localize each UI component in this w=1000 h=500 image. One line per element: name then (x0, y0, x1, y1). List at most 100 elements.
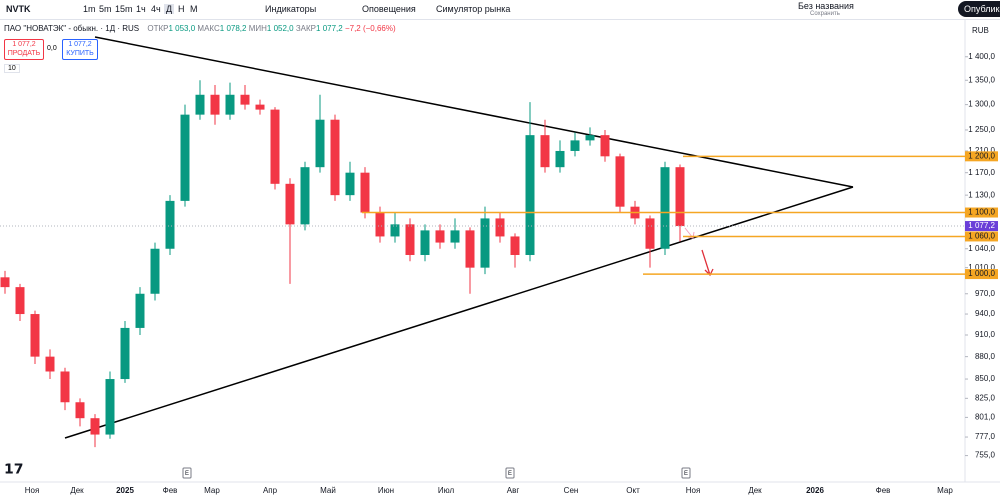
level-label: 1 060,0 (968, 232, 995, 241)
candle-body (285, 183, 295, 225)
sell-button[interactable]: 1 077,2 ПРОДАТЬ (4, 39, 44, 60)
legend-value: 1 052,0 (266, 24, 294, 33)
legend-value: 1 078,2 (219, 24, 247, 33)
y-tick-label: 1 130,0 (968, 190, 995, 199)
buy-button[interactable]: 1 077,2 КУПИТЬ (62, 39, 98, 60)
candle-body (255, 104, 265, 110)
chart: RUB 𝟭𝟳 1 400,0 1 350,0 1 300,0 1 250,0 1 210… (0, 20, 1000, 495)
alerts[interactable]: Оповещения (362, 4, 416, 14)
interval[interactable]: 4ч (151, 4, 161, 14)
event-label: E (684, 471, 688, 477)
event-label: E (508, 471, 512, 477)
candle-body (405, 224, 415, 255)
y-tick-label: 880,0 (975, 352, 996, 361)
legend-value: 1 077,2 (316, 24, 343, 33)
legend-value: 1 053,0 (168, 24, 196, 33)
last-price-tag (965, 221, 998, 232)
y-tick-label: 801,0 (975, 413, 996, 422)
candle-body (645, 218, 655, 249)
x-tick-label: Ноя (25, 486, 40, 495)
legend-label: ОТКР (147, 24, 169, 33)
y-tick-label: 755,0 (975, 451, 996, 460)
candle-body (570, 140, 580, 151)
level-label: 1 000,0 (968, 269, 995, 278)
x-tick-label: Дек (70, 486, 84, 495)
y-tick-label: 910,0 (975, 330, 996, 339)
interval[interactable]: 1ч (136, 4, 146, 14)
candle-body (615, 156, 625, 207)
interval[interactable]: М (190, 4, 198, 14)
candle-body (135, 293, 145, 328)
x-tick-label: Май (320, 486, 336, 495)
candle-body (450, 230, 460, 243)
candle-body (165, 200, 175, 249)
x-tick-label: Фев (163, 486, 178, 495)
x-tick-label: 2025 (116, 486, 134, 495)
candle-body (30, 314, 40, 357)
x-tick-label: Мар (937, 486, 953, 495)
candle-body (330, 119, 340, 196)
candle-body (15, 287, 25, 315)
legend-change: −7,2 (−0,66%) (344, 24, 396, 33)
event-marker (681, 467, 691, 479)
level-tag (965, 151, 998, 162)
publish-button[interactable]: Опубликовать (958, 1, 1000, 17)
candle-body (375, 212, 385, 237)
arrow (701, 249, 714, 277)
candle-body (360, 172, 370, 213)
indicator-count[interactable]: 10 (4, 64, 20, 73)
toolbar: NVTK 1m 5m 15m 1ч 4ч Д Н М Индикаторы Оп… (0, 0, 1000, 20)
x-tick-label: Июн (378, 486, 394, 495)
candle-body (75, 402, 85, 419)
level-label: 1 200,0 (968, 151, 995, 160)
interval[interactable]: 1m (83, 4, 96, 14)
candle-body (480, 218, 490, 268)
candle-body (555, 150, 565, 168)
y-tick-label: 777,0 (975, 432, 996, 441)
last-price-label: 1 077,2 (968, 221, 995, 230)
y-tick-label: 1 170,0 (968, 168, 995, 177)
interval[interactable]: Д (164, 4, 175, 14)
interval[interactable]: 5m (99, 4, 112, 14)
y-tick-label: 850,0 (975, 374, 996, 383)
candle-body (0, 277, 10, 288)
candle-body (600, 135, 610, 157)
y-tick-label: 970,0 (975, 289, 996, 298)
candle-body (195, 94, 205, 115)
candle-body (60, 371, 70, 403)
x-tick-label: Фев (876, 486, 891, 495)
candle-body (225, 94, 235, 115)
x-tick-label: Апр (263, 486, 278, 495)
interval[interactable]: 15m (115, 4, 133, 14)
candle-body (510, 236, 520, 255)
buy-label: КУПИТЬ (66, 50, 94, 57)
level-tag (965, 207, 998, 218)
x-tick-label: Мар (204, 486, 220, 495)
indicators[interactable]: Индикаторы (265, 4, 317, 14)
level-tag (965, 231, 998, 242)
candle-body (585, 135, 595, 141)
candle-body (390, 224, 400, 237)
y-tick-label: 825,0 (975, 393, 996, 402)
candle-body (180, 114, 190, 201)
event-label: E (185, 471, 189, 477)
y-tick-label: 1 250,0 (968, 125, 995, 134)
trend-line (64, 186, 854, 439)
x-tick-label: Дек (748, 486, 762, 495)
candle-body (150, 248, 160, 294)
y-tick-label: 1 300,0 (968, 100, 995, 109)
candle-body (525, 135, 535, 255)
replay[interactable]: Симулятор рынка (436, 4, 511, 14)
x-tick-label: Сен (564, 486, 579, 495)
event-marker (505, 467, 515, 479)
symbol[interactable]: NVTK (6, 4, 31, 14)
candle-body (495, 218, 505, 237)
y-tick-label: 940,0 (975, 309, 996, 318)
interval[interactable]: Н (178, 4, 185, 14)
buy-price: 1 077,2 (68, 41, 92, 48)
layout-name[interactable]: Без названия (798, 1, 854, 11)
legend-label: ЗАКР (295, 24, 317, 33)
candle-body (540, 135, 550, 168)
candle-body (120, 327, 130, 380)
